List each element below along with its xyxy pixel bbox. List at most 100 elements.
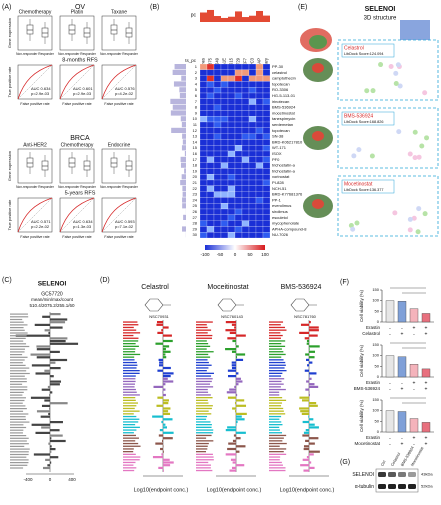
name-stub [10,449,30,450]
name-stub [269,324,281,325]
axis-label: Log10(endpoint conc.) [207,487,262,493]
name-stub [269,346,285,347]
heat-cell [221,197,228,203]
bar [309,321,311,323]
sign: + [425,386,428,392]
bar [163,356,166,358]
bar [236,356,237,358]
significance [390,288,426,293]
name-stub [196,359,208,360]
heat-cell [207,87,214,93]
heat-cell [256,192,263,198]
bar [161,329,163,331]
residue [356,147,361,152]
bar [302,413,309,415]
sign: - [413,441,415,447]
heat-cell [200,139,207,145]
bar [309,356,315,358]
heat-cell [207,197,214,203]
bar [50,402,68,404]
bar [305,370,309,372]
box [84,28,90,37]
row-number: 16 [193,151,198,156]
name-stub [10,373,30,374]
bar [236,405,246,407]
bar [157,370,163,372]
name-stub [10,397,26,398]
bar [50,318,67,320]
name-stub [196,373,214,374]
axis-label: Non-responder Responder [58,185,97,189]
heat-cell [263,128,270,134]
heat-cell [263,180,270,186]
bar [50,421,63,423]
name-stub [196,416,207,417]
name-stub [269,432,282,433]
lane-label: Ctrl [380,460,386,467]
heat-cell [249,209,256,215]
row-number: 27 [193,215,198,220]
pc-bar [249,16,256,22]
name-stub [10,319,22,320]
residue [392,210,397,215]
heat-cell [214,70,221,76]
name-stub [196,400,208,401]
heat-cell [256,174,263,180]
heat-cell [263,145,270,151]
bar [302,434,309,436]
heat-cell [256,215,263,221]
bar [309,391,310,393]
bar [304,448,309,450]
bar [227,391,236,393]
heat-cell [221,157,228,163]
drug-name: ISOX [272,151,282,156]
bar [309,424,315,426]
heat-cell [256,163,263,169]
y-tick-label: 150 [372,287,379,292]
label: pc [191,12,197,18]
name-stub [269,448,286,449]
sign: + [401,331,404,337]
row-number: 29 [193,226,198,231]
ts-bar [173,105,186,110]
bar [163,348,166,350]
bar [305,337,309,339]
bar [50,327,63,329]
name-stub [123,362,137,363]
score: LibDock Score:136.377 [344,188,383,192]
box [111,25,117,34]
row-number: 20 [193,174,198,179]
heat-cell [228,221,235,227]
pc-bar [214,16,221,22]
bar [309,351,315,353]
residue [396,62,401,67]
bar [422,313,430,322]
name-stub [123,432,134,433]
heat-cell [221,76,228,82]
bar [309,394,310,396]
heat-cell [242,105,249,111]
heat-cell [263,215,270,221]
ts-bar [185,151,186,156]
heat-cell [214,226,221,232]
heat-cell [256,110,263,116]
heat-cell [263,76,270,82]
heat-cell [221,203,228,209]
name-stub [10,376,25,377]
name-stub [123,338,138,339]
bar [398,301,406,322]
heat-cell [207,110,214,116]
name-stub [269,416,281,417]
heat-cell [221,174,228,180]
name-stub [10,432,23,433]
name-stub [196,443,209,444]
heat-cell [256,180,263,186]
name-stub [123,440,135,441]
name-stub [269,446,280,447]
drug-name: BMS-536924 [272,105,296,110]
name-stub [196,421,211,422]
bar [309,345,320,347]
heat-cell [256,128,263,134]
p-value: p=2.2e-02 [31,224,50,229]
name-stub [10,454,29,455]
